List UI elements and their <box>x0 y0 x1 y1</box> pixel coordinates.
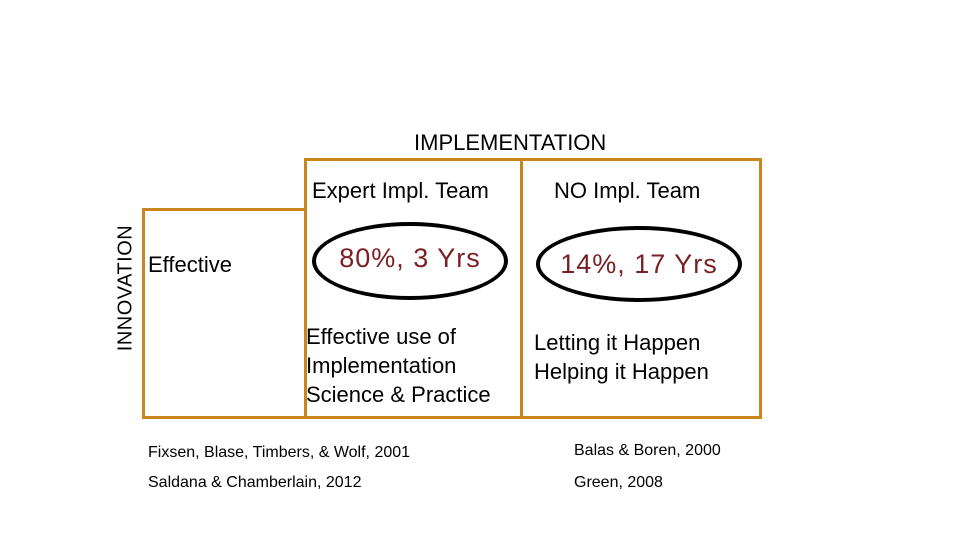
desc-none-line: Letting it Happen <box>534 330 701 355</box>
column-header-none: NO Impl. Team <box>554 178 701 203</box>
desc-none-line: Helping it Happen <box>534 359 709 384</box>
row-header-effective: Effective <box>148 252 232 277</box>
innovation-axis-title: INNOVATION <box>114 224 137 352</box>
column-header-expert: Expert Impl. Team <box>312 178 489 203</box>
grid-line-top <box>304 158 762 161</box>
desc-expert-line: Effective use of <box>306 324 457 349</box>
cell-effective-expert-oval: 80%, 3 Yrs <box>312 222 508 300</box>
implementation-axis-title: IMPLEMENTATION <box>414 130 607 155</box>
reference-expert-1: Fixsen, Blase, Timbers, & Wolf, 2001 <box>148 444 411 461</box>
reference-expert-2: Saldana & Chamberlain, 2012 <box>148 474 362 491</box>
cell-effective-none-oval: 14%, 17 Yrs <box>536 226 742 302</box>
cell-desc-none: Letting it Happen Helping it Happen <box>534 328 709 386</box>
grid-line-left <box>142 208 145 419</box>
grid-line-upper-left <box>142 208 306 211</box>
cell-effective-none-value: 14%, 17 Yrs <box>560 248 718 279</box>
grid-line-mid-divider <box>520 158 523 419</box>
reference-none-2: Green, 2008 <box>574 474 663 491</box>
grid-line-bottom <box>142 416 762 419</box>
grid-line-right <box>759 158 762 419</box>
cell-effective-expert-value: 80%, 3 Yrs <box>339 242 481 273</box>
grid-line-col-divider <box>304 158 307 419</box>
reference-none-1: Balas & Boren, 2000 <box>574 442 721 459</box>
desc-expert-line: Implementation <box>306 353 457 378</box>
cell-desc-expert: Effective use of Implementation Science … <box>306 322 491 409</box>
desc-expert-line: Science & Practice <box>306 382 491 407</box>
